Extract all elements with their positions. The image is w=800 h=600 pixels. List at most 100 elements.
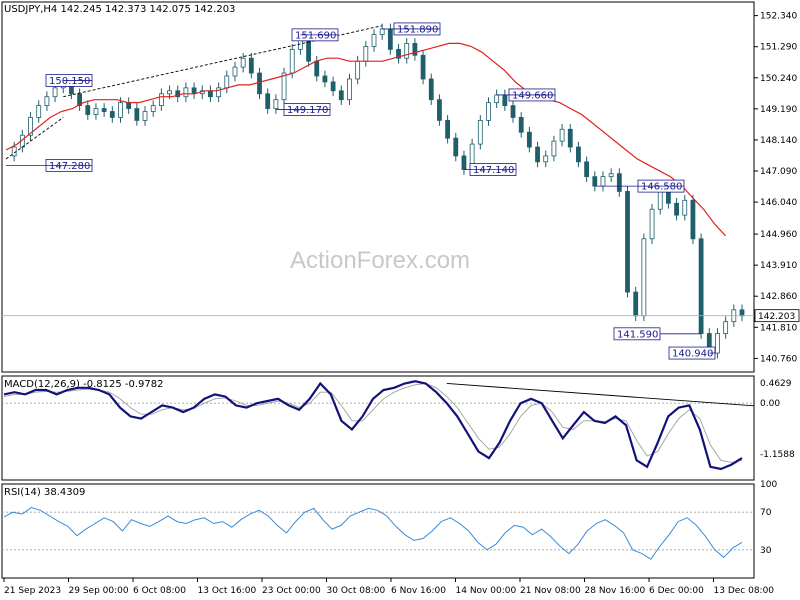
candle-body xyxy=(445,120,451,139)
price-ytick-label: 142.860 xyxy=(760,292,797,302)
candle-body xyxy=(77,93,82,107)
rsi-line xyxy=(3,506,743,560)
candle-body xyxy=(330,81,336,92)
annotation-label: 147.140 xyxy=(473,165,514,176)
price-ytick-label: 141.810 xyxy=(760,323,797,333)
candle-body xyxy=(666,191,671,204)
candle-body xyxy=(616,173,622,192)
candle-body xyxy=(363,46,369,62)
candle-body xyxy=(355,60,361,80)
candle-body xyxy=(158,93,164,107)
candle-body xyxy=(224,75,230,89)
x-tick-label: 6 Oct 08:00 xyxy=(133,586,186,596)
annotation-label: 151.890 xyxy=(397,24,438,35)
candle-body xyxy=(28,117,33,136)
macd-ytick-label: -1.1588 xyxy=(760,450,795,460)
x-tick-label: 13 Oct 16:00 xyxy=(198,586,257,596)
candle-body xyxy=(387,28,393,50)
candle-body xyxy=(379,28,385,35)
rsi-ytick-label: 70 xyxy=(760,508,772,518)
price-ytick-label: 146.040 xyxy=(760,198,797,208)
candle-body xyxy=(486,102,491,121)
annotation-label: 147.280 xyxy=(49,161,90,172)
candle-body xyxy=(150,105,156,112)
candle-body xyxy=(314,60,320,77)
candle-body xyxy=(649,208,655,240)
candle-body xyxy=(633,291,639,317)
macd-ytick-label: 0.4629 xyxy=(760,379,792,389)
current-price-label: 142.203 xyxy=(758,312,795,322)
candle-body xyxy=(584,161,590,178)
candle-body xyxy=(183,87,189,98)
price-ytick-label: 144.960 xyxy=(760,230,797,240)
x-tick-label: 14 Nov 00:00 xyxy=(456,586,517,596)
current-price-box xyxy=(754,309,800,323)
annotation-label: 149.170 xyxy=(287,105,328,116)
candle-body xyxy=(420,54,426,80)
candle-body xyxy=(535,146,540,163)
candle-body xyxy=(216,87,222,98)
candle-body xyxy=(101,108,107,112)
annotation-label: 140.940 xyxy=(672,349,713,360)
candle-body xyxy=(44,96,50,107)
annotation-label: 146.580 xyxy=(641,182,682,193)
candle-body xyxy=(682,199,688,216)
x-tick-label: 21 Sep 2023 xyxy=(4,586,61,596)
candle-body xyxy=(281,72,287,101)
rsi-title: RSI(14) 38.4309 xyxy=(4,487,85,498)
x-tick-label: 28 Nov 16:00 xyxy=(585,586,646,596)
candle-body xyxy=(608,173,614,178)
candle-body xyxy=(437,99,442,121)
candle-body xyxy=(93,108,99,115)
candle-body xyxy=(559,128,565,142)
candle-body xyxy=(36,105,42,118)
x-tick-label: 6 Nov 16:00 xyxy=(391,586,446,596)
candle-body xyxy=(600,176,606,187)
candle-body xyxy=(396,48,401,59)
x-tick-label: 23 Oct 00:00 xyxy=(262,586,321,596)
candle-body xyxy=(85,105,91,115)
candle-body xyxy=(134,108,140,121)
candle-body xyxy=(232,66,238,77)
x-tick-label: 21 Nov 08:00 xyxy=(520,586,581,596)
candle-body xyxy=(52,87,58,98)
rsi-ytick-label: 100 xyxy=(760,480,777,490)
candle-body xyxy=(118,102,123,118)
trend-line-lower xyxy=(5,117,64,160)
candle-body xyxy=(240,57,246,68)
price-ytick-label: 150.240 xyxy=(760,74,797,84)
candle-body xyxy=(175,90,181,98)
price-ytick-label: 152.340 xyxy=(760,12,797,22)
candle-body xyxy=(494,94,500,104)
candle-body xyxy=(248,57,254,74)
macd-line xyxy=(3,380,743,471)
macd-trend-line xyxy=(446,383,755,407)
candle-body xyxy=(510,105,516,118)
candle-body xyxy=(526,131,532,148)
candle-body xyxy=(453,137,459,157)
candle-body xyxy=(641,238,647,317)
candle-body xyxy=(592,176,598,187)
candle-body xyxy=(338,90,344,101)
macd-title: MACD(12,26,9) -0.8125 -0.9782 xyxy=(4,379,164,390)
candle-body xyxy=(109,111,115,118)
x-tick-label: 6 Dec 00:00 xyxy=(649,586,704,596)
candle-body xyxy=(657,191,663,210)
candle-body xyxy=(167,90,172,95)
candle-body xyxy=(723,321,729,334)
watermark: ActionForex.com xyxy=(290,247,470,274)
annotation-label: 149.660 xyxy=(512,90,553,101)
candle-body xyxy=(371,34,377,47)
candle-body xyxy=(428,78,434,101)
annotation-label: 151.690 xyxy=(295,30,336,41)
candle-body xyxy=(461,155,467,170)
price-ytick-label: 143.910 xyxy=(760,261,797,271)
x-tick-label: 13 Dec 08:00 xyxy=(714,586,775,596)
annotation-label: 150.150 xyxy=(49,76,90,87)
candle-body xyxy=(322,75,328,83)
price-ytick-label: 151.290 xyxy=(760,43,797,53)
price-ytick-label: 149.190 xyxy=(760,105,797,115)
candle-body xyxy=(715,333,720,354)
price-ytick-label: 148.140 xyxy=(760,136,797,146)
